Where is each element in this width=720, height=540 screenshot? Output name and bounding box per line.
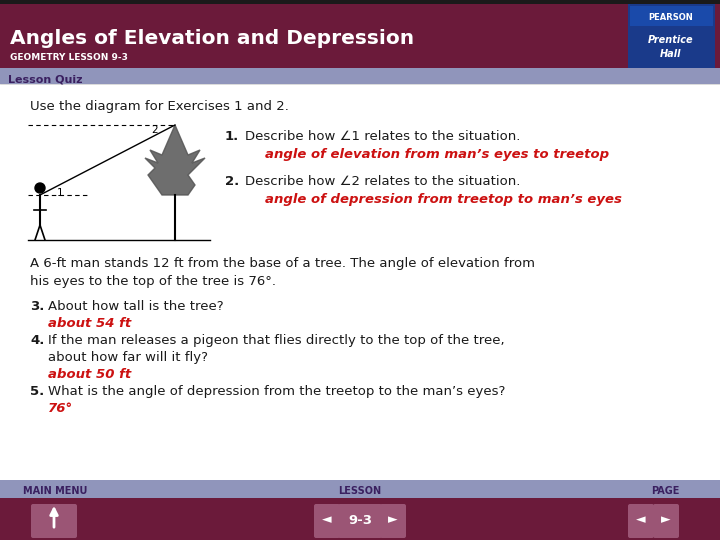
Text: 4.: 4. <box>30 334 45 347</box>
Text: Prentice: Prentice <box>648 35 694 45</box>
Text: LESSON: LESSON <box>338 486 382 496</box>
Bar <box>0 480 720 498</box>
Text: 2.: 2. <box>225 175 239 188</box>
Text: Use the diagram for Exercises 1 and 2.: Use the diagram for Exercises 1 and 2. <box>30 100 289 113</box>
Text: Describe how ∠1 relates to the situation.: Describe how ∠1 relates to the situation… <box>245 130 521 143</box>
Text: A 6-ft man stands 12 ft from the base of a tree. The angle of elevation from
his: A 6-ft man stands 12 ft from the base of… <box>30 257 535 288</box>
Circle shape <box>35 183 45 193</box>
FancyBboxPatch shape <box>628 504 654 538</box>
Text: 2: 2 <box>152 125 158 135</box>
Text: angle of elevation from man’s eyes to treetop: angle of elevation from man’s eyes to tr… <box>265 148 609 161</box>
Text: PEARSON: PEARSON <box>649 14 693 23</box>
Text: 1: 1 <box>57 188 63 198</box>
Text: Hall: Hall <box>660 49 682 59</box>
Text: 3.: 3. <box>30 300 45 313</box>
Text: Lesson Quiz: Lesson Quiz <box>8 74 83 84</box>
Text: If the man releases a pigeon that flies directly to the top of the tree,: If the man releases a pigeon that flies … <box>48 334 505 347</box>
Text: PAGE: PAGE <box>651 486 679 496</box>
Text: Describe how ∠2 relates to the situation.: Describe how ∠2 relates to the situation… <box>245 175 521 188</box>
Text: Angles of Elevation and Depression: Angles of Elevation and Depression <box>10 29 414 48</box>
FancyBboxPatch shape <box>338 504 382 538</box>
Text: 76°: 76° <box>48 402 73 415</box>
Text: ►: ► <box>661 514 671 526</box>
Bar <box>0 68 720 86</box>
Bar <box>630 6 713 26</box>
Bar <box>0 0 720 4</box>
Text: about 50 ft: about 50 ft <box>48 368 131 381</box>
Text: about 54 ft: about 54 ft <box>48 317 131 330</box>
FancyBboxPatch shape <box>653 504 679 538</box>
Text: 9-3: 9-3 <box>348 514 372 526</box>
Text: What is the angle of depression from the treetop to the man’s eyes?: What is the angle of depression from the… <box>48 385 505 398</box>
Text: ◄: ◄ <box>636 514 646 526</box>
Text: ►: ► <box>388 514 398 526</box>
Text: about how far will it fly?: about how far will it fly? <box>48 351 208 364</box>
Text: MAIN MENU: MAIN MENU <box>23 486 87 496</box>
Text: 5.: 5. <box>30 385 44 398</box>
Bar <box>0 4 720 68</box>
Bar <box>628 4 715 68</box>
Polygon shape <box>145 125 205 195</box>
Text: ◄: ◄ <box>322 514 332 526</box>
Bar <box>0 498 720 540</box>
FancyBboxPatch shape <box>380 504 406 538</box>
FancyBboxPatch shape <box>314 504 340 538</box>
Text: GEOMETRY LESSON 9-3: GEOMETRY LESSON 9-3 <box>10 53 128 63</box>
FancyBboxPatch shape <box>31 504 77 538</box>
Text: 1.: 1. <box>225 130 239 143</box>
Text: About how tall is the tree?: About how tall is the tree? <box>48 300 224 313</box>
Bar <box>0 84 720 480</box>
Text: angle of depression from treetop to man’s eyes: angle of depression from treetop to man’… <box>265 193 622 206</box>
